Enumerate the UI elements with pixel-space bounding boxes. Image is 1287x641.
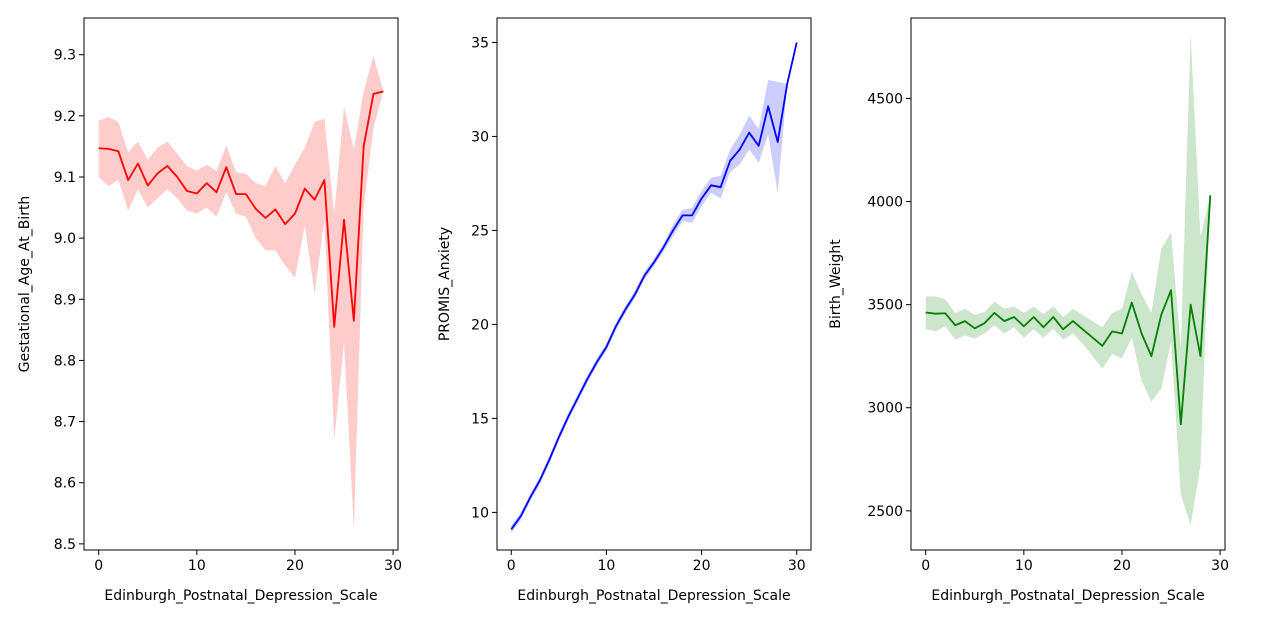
subplot-birth-weight: 0 10 20 30 2500 3000 3500 4000 4500 Edinburgh_Pos… [828, 17, 1229, 604]
y-tick-label: 8.8 [54, 353, 76, 369]
y-tick-label: 8.9 [54, 292, 76, 308]
y-tick-label: 35 [471, 35, 489, 51]
series-line [510, 42, 798, 530]
y-axis-label: PROMIS_Anxiety [437, 227, 453, 341]
y-tick-label: 8.5 [54, 537, 76, 553]
y-tick-label: 25 [471, 223, 489, 239]
y-tick-label: 15 [471, 411, 489, 427]
y-tick-label: 9.2 [54, 109, 76, 125]
y-tick-label: 10 [471, 505, 489, 521]
x-axis-label: Edinburgh_Postnatal_Depression_Scale [931, 588, 1204, 604]
y-tick-label: 30 [471, 129, 489, 145]
y-tick-label: 9.3 [54, 48, 76, 64]
y-tick-label: 8.6 [54, 476, 76, 492]
y-tick-label: 20 [471, 317, 489, 333]
y-tick-label: 4500 [867, 91, 903, 107]
x-tick-label: 30 [788, 558, 806, 574]
x-tick-label: 20 [693, 558, 711, 574]
subplot-promis-anxiety: 0 10 20 30 10 15 20 25 30 35 Edinburgh_Postnatal_D… [437, 17, 812, 604]
x-tick-label: 20 [1113, 558, 1131, 574]
y-tick-label: 9.0 [54, 231, 76, 247]
x-tick-label: 20 [286, 558, 304, 574]
confidence-band [511, 42, 797, 534]
x-axis-label: Edinburgh_Postnatal_Depression_Scale [517, 588, 790, 604]
x-tick-label: 10 [188, 558, 206, 574]
y-tick-label: 4000 [867, 195, 903, 211]
x-tick-label: 10 [1015, 558, 1033, 574]
x-tick-label: 0 [94, 558, 103, 574]
y-tick-label: 2500 [867, 504, 903, 520]
y-axis-label: Birth_Weight [828, 239, 844, 329]
y-tick-label: 3000 [867, 401, 903, 417]
y-tick-label: 8.7 [54, 415, 76, 431]
x-tick-label: 10 [598, 558, 616, 574]
x-axis-label: Edinburgh_Postnatal_Depression_Scale [104, 588, 377, 604]
x-tick-label: 30 [384, 558, 402, 574]
y-axis-label: Gestational_Age_At_Birth [17, 196, 33, 373]
confidence-band [925, 34, 1211, 526]
series-line [98, 90, 384, 328]
x-tick-label: 0 [507, 558, 516, 574]
subplot-gestational-age: 0 10 20 30 8.5 8.6 8.7 8.8 8.9 9.0 9.1 9.2 9.3 Edinbu… [17, 17, 402, 604]
axes-frame [910, 17, 1226, 551]
y-tick-label: 3500 [867, 298, 903, 314]
x-tick-label: 30 [1211, 558, 1229, 574]
axes-frame [496, 17, 812, 551]
confidence-band [98, 55, 384, 529]
x-tick-label: 0 [921, 558, 930, 574]
y-tick-label: 9.1 [54, 170, 76, 186]
series-line [925, 195, 1212, 426]
axes-frame [83, 17, 399, 551]
